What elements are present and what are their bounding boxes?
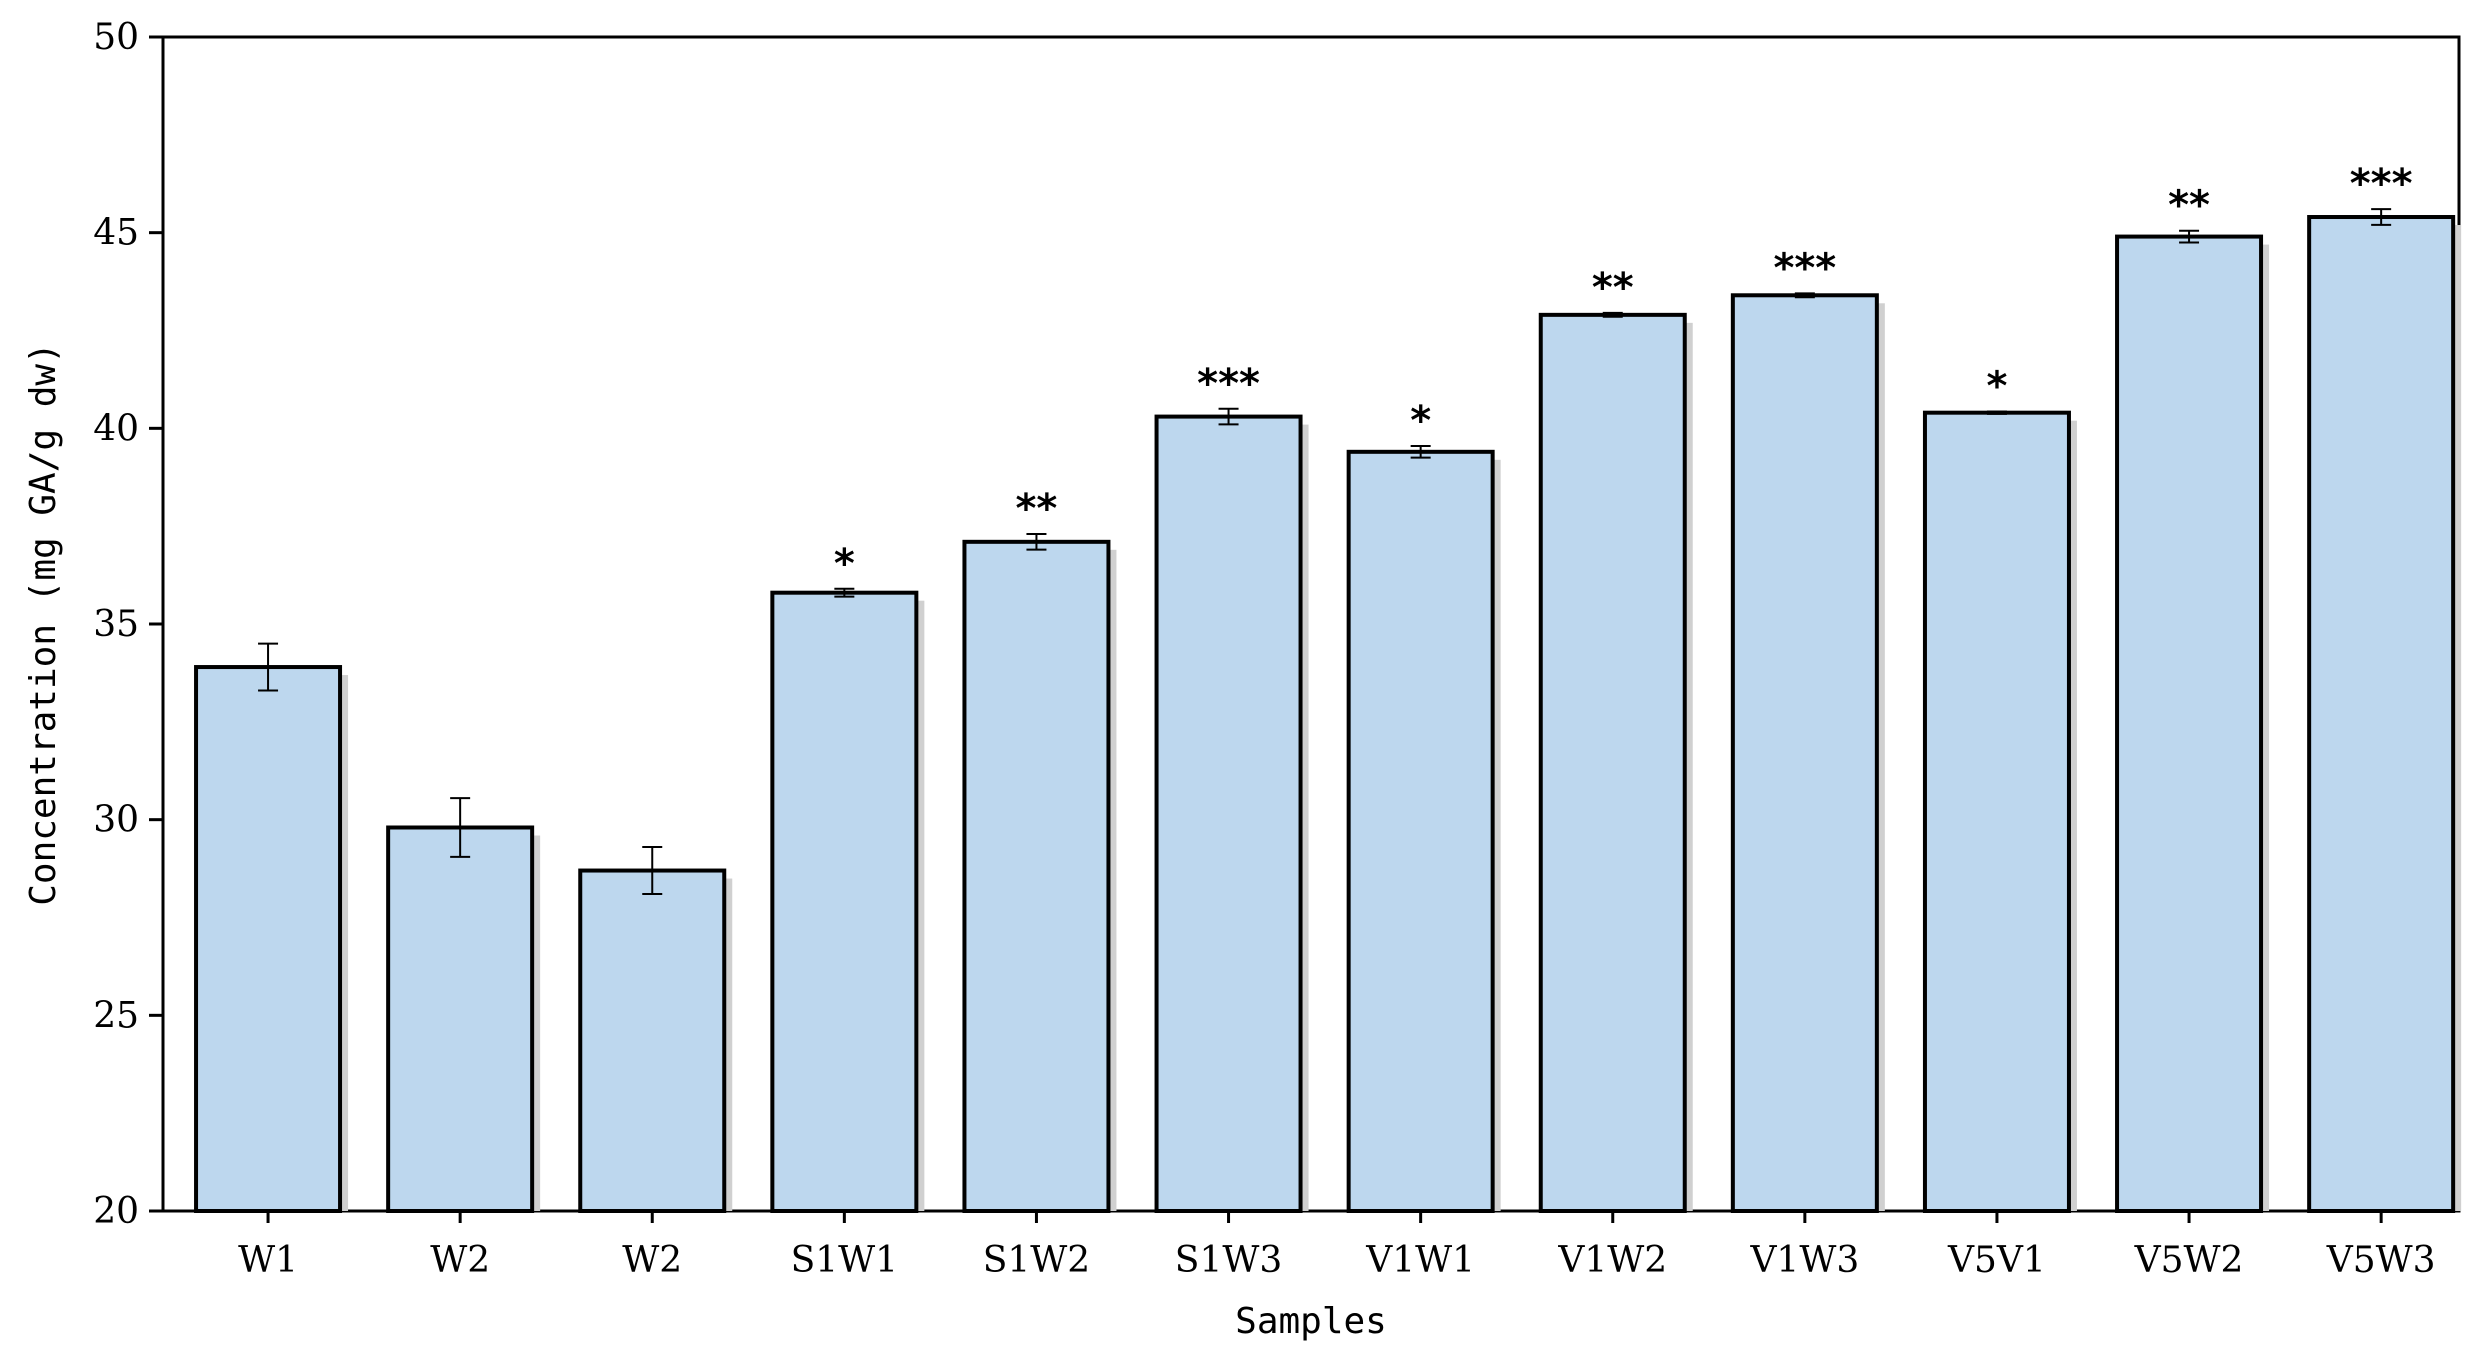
bar-s1w2 — [962, 539, 1111, 1213]
significance-label: ** — [2168, 183, 2210, 229]
y-tick-label: 25 — [93, 995, 139, 1036]
significance-label: * — [834, 541, 855, 587]
bar-v5v1 — [1922, 410, 2071, 1213]
x-tick-label: W2 — [622, 1240, 682, 1281]
error-bar — [1986, 410, 2007, 415]
bar-v1w1 — [1346, 449, 1495, 1213]
x-tick-label: W2 — [430, 1240, 490, 1281]
bar-w1 — [194, 665, 343, 1213]
error-bar — [1218, 407, 1239, 426]
y-axis-ticks: 20 25 30 35 40 45 50 — [93, 17, 163, 1232]
bars-layer: ********* ****** *** — [194, 161, 2462, 1214]
y-tick-label: 35 — [93, 604, 139, 645]
error-bar — [450, 797, 471, 858]
x-axis-ticks: W1 W2 W2 S1W1 S1W2 S1W3 V1W1 V1W2 V1W3 V5V1 V5W2 V5… — [238, 1211, 2436, 1281]
significance-label: *** — [1773, 245, 1836, 291]
error-bar — [1410, 444, 1431, 459]
bar-w2 — [578, 868, 727, 1213]
y-tick-label: 40 — [93, 408, 139, 449]
bar-s1w3 — [1154, 414, 1303, 1213]
error-bar — [1026, 532, 1047, 551]
error-bar — [258, 642, 279, 692]
error-bar — [2371, 208, 2392, 226]
x-tick-label: V5W3 — [2326, 1240, 2436, 1281]
x-tick-label: W1 — [238, 1240, 298, 1281]
bar-s1w1 — [770, 590, 919, 1213]
bar-w2 — [386, 825, 535, 1213]
y-tick-label: 45 — [93, 213, 139, 254]
error-bar — [2179, 229, 2200, 244]
x-tick-label: V5W2 — [2134, 1240, 2244, 1281]
y-axis-title: Concentration (mg GA/g dw) — [23, 342, 64, 906]
bar-v5w3 — [2307, 215, 2456, 1214]
y-tick-label: 30 — [93, 800, 139, 841]
error-bar — [1602, 311, 1623, 318]
x-tick-label: V1W3 — [1749, 1240, 1859, 1281]
significance-label: ** — [1016, 486, 1058, 532]
y-tick-label: 50 — [93, 17, 139, 58]
x-axis-title: Samples — [1235, 1301, 1387, 1342]
y-tick-label: 20 — [93, 1191, 139, 1232]
error-bar — [642, 846, 663, 896]
error-bar — [834, 587, 855, 598]
significance-label: ** — [1592, 265, 1634, 311]
bar-v1w3 — [1730, 293, 1879, 1213]
bar-v5w2 — [2115, 234, 2264, 1213]
significance-label: *** — [2350, 161, 2413, 207]
bar-v1w2 — [1538, 312, 1687, 1213]
significance-label: * — [1986, 364, 2007, 410]
x-tick-label: S1W2 — [983, 1240, 1090, 1281]
significance-label: * — [1410, 398, 1431, 444]
x-tick-label: S1W1 — [791, 1240, 898, 1281]
x-tick-label: V5V1 — [1947, 1240, 2046, 1281]
error-bar — [1794, 292, 1815, 299]
x-tick-label: V1W1 — [1365, 1240, 1475, 1281]
significance-label: *** — [1197, 361, 1260, 407]
x-tick-label: V1W2 — [1557, 1240, 1667, 1281]
x-tick-label: S1W3 — [1175, 1240, 1282, 1281]
